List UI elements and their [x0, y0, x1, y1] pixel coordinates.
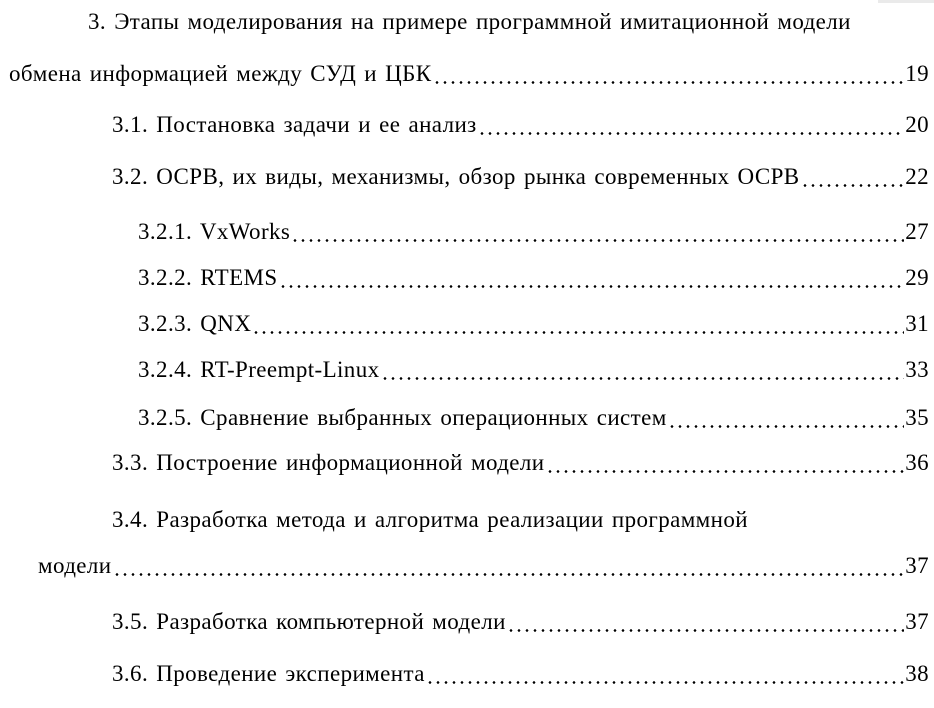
dot-leader	[667, 403, 905, 433]
toc-entry[interactable]: модели 37	[38, 551, 929, 581]
toc-entry[interactable]: 3. Этапы моделирования на примере програ…	[88, 7, 851, 37]
dot-leader	[278, 263, 905, 293]
toc-page-number: 33	[905, 357, 929, 382]
toc-page-number: 27	[905, 219, 929, 244]
toc-entry-text: 3.2.3. QNX	[138, 311, 252, 336]
toc-entry[interactable]: 3.4. Разработка метода и алгоритма реали…	[112, 505, 748, 535]
dot-leader	[432, 59, 905, 89]
toc-entry-text: 3.2.2. RTEMS	[138, 265, 278, 290]
screen-edge-artifact	[878, 0, 934, 3]
toc-entry[interactable]: 3.3. Построение информационной модели 36	[112, 448, 929, 478]
toc-page-number: 29	[905, 265, 929, 290]
dot-leader	[425, 659, 905, 689]
toc-entry-text: 3.3. Построение информационной модели	[112, 450, 545, 475]
toc-page-number: 19	[905, 61, 929, 86]
dot-leader	[477, 110, 905, 140]
toc-entry[interactable]: 3.2.5. Сравнение выбранных операционных …	[138, 403, 929, 433]
toc-entry[interactable]: 3.6. Проведение эксперимента 38	[112, 659, 929, 689]
toc-entry-text: 3.2.5. Сравнение выбранных операционных …	[138, 405, 667, 430]
toc-entry-text: 3.2.4. RT-Preempt-Linux	[138, 357, 380, 382]
dot-leader	[800, 162, 905, 192]
toc-page-number: 31	[905, 311, 929, 336]
toc-entry-text: 3.4. Разработка метода и алгоритма реали…	[112, 507, 748, 532]
toc-entry[interactable]: обмена информацией между СУД и ЦБК 19	[9, 59, 929, 89]
dot-leader	[380, 355, 905, 385]
toc-entry[interactable]: 3.2.4. RT-Preempt-Linux 33	[138, 355, 929, 385]
toc-page-number: 37	[905, 609, 929, 634]
toc-entry-text: 3. Этапы моделирования на примере програ…	[88, 9, 851, 34]
toc-entry-text: 3.2.1. VxWorks	[138, 219, 291, 244]
toc-page-number: 20	[905, 112, 929, 137]
toc-entry[interactable]: 3.2.2. RTEMS 29	[138, 263, 929, 293]
toc-entry[interactable]: 3.1. Постановка задачи и ее анализ 20	[112, 110, 929, 140]
dot-leader	[545, 448, 905, 478]
dot-leader	[506, 607, 905, 637]
toc-entry[interactable]: 3.2.3. QNX 31	[138, 309, 929, 339]
toc-entry-text: модели	[38, 553, 112, 578]
toc-entry[interactable]: 3.2. ОСРВ, их виды, механизмы, обзор рын…	[112, 162, 929, 192]
toc-entry[interactable]: 3.2.1. VxWorks 27	[138, 217, 929, 247]
toc-page-number: 38	[905, 661, 929, 686]
toc-entry[interactable]: 3.5. Разработка компьютерной модели 37	[112, 607, 929, 637]
toc-entry-text: 3.6. Проведение эксперимента	[112, 661, 425, 686]
toc-entry-text: 3.1. Постановка задачи и ее анализ	[112, 112, 477, 137]
toc-page-number: 36	[905, 450, 929, 475]
toc-page-number: 22	[905, 164, 929, 189]
toc-page-number: 35	[905, 405, 929, 430]
dot-leader	[112, 551, 905, 581]
toc-entry-text: обмена информацией между СУД и ЦБК	[9, 61, 432, 86]
dot-leader	[252, 309, 905, 339]
toc-page-number: 37	[905, 553, 929, 578]
toc-entry-text: 3.2. ОСРВ, их виды, механизмы, обзор рын…	[112, 164, 800, 189]
dot-leader	[291, 217, 905, 247]
toc-entry-text: 3.5. Разработка компьютерной модели	[112, 609, 506, 634]
